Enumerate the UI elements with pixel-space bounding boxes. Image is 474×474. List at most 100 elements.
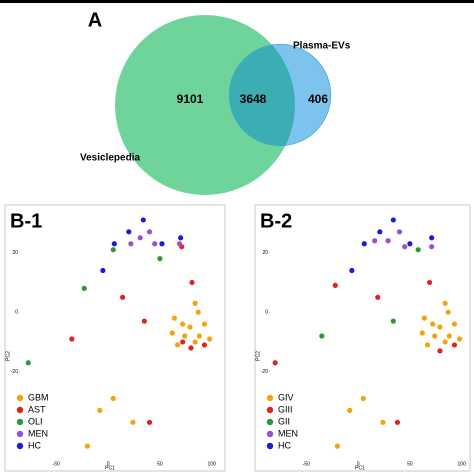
panel-label: B-1 xyxy=(10,210,42,232)
legend-swatch xyxy=(16,442,24,450)
legend-label: HC xyxy=(28,440,41,450)
x-tick-label: -50 xyxy=(303,461,310,467)
y-tick-label: 20 xyxy=(12,250,18,256)
data-point xyxy=(415,247,421,253)
data-point xyxy=(451,342,458,348)
data-point xyxy=(445,309,451,315)
legend-label: GIII xyxy=(278,404,293,414)
data-point xyxy=(110,395,116,402)
data-point xyxy=(402,244,408,250)
legend-swatch xyxy=(266,394,274,402)
data-point xyxy=(390,217,396,223)
data-point xyxy=(407,241,413,247)
data-point xyxy=(385,238,391,244)
data-point xyxy=(332,282,338,289)
data-point xyxy=(457,336,463,342)
data-point xyxy=(130,419,136,425)
panel-label: B-2 xyxy=(260,210,292,232)
data-point xyxy=(396,229,403,235)
data-point xyxy=(196,333,202,339)
data-point xyxy=(195,309,201,315)
data-point xyxy=(419,330,425,336)
set-label: Vesiclepedia xyxy=(80,153,140,164)
data-point xyxy=(159,241,165,247)
data-point xyxy=(360,395,366,402)
legend-swatch xyxy=(16,394,24,402)
data-point xyxy=(361,241,367,247)
data-point xyxy=(192,300,198,306)
data-point xyxy=(100,267,106,274)
legend-label: HC xyxy=(278,440,291,450)
legend-swatch xyxy=(266,418,274,426)
y-tick-label: 20 xyxy=(262,250,268,256)
legend-label: GIV xyxy=(278,392,294,402)
venn-value: 406 xyxy=(308,92,328,106)
data-point xyxy=(146,419,153,425)
panel-frame xyxy=(254,204,471,472)
data-point xyxy=(272,360,278,366)
x-tick-label: 0 xyxy=(357,461,360,467)
panel-frame xyxy=(4,204,226,472)
x-tick-label: -50 xyxy=(53,461,60,467)
data-point xyxy=(97,407,103,414)
legend-label: MEN xyxy=(28,428,48,438)
data-point xyxy=(421,315,428,321)
legend-swatch xyxy=(266,442,274,450)
data-point xyxy=(180,339,186,345)
data-point xyxy=(380,419,386,425)
legend-swatch xyxy=(16,430,24,438)
data-point xyxy=(140,217,146,223)
data-point xyxy=(69,336,75,342)
x-tick-label: 0 xyxy=(107,461,110,467)
data-point xyxy=(178,235,184,241)
data-point xyxy=(137,235,143,241)
data-point xyxy=(84,443,90,449)
data-point xyxy=(390,318,396,324)
data-point xyxy=(157,256,163,262)
data-point xyxy=(110,247,116,253)
data-point xyxy=(442,300,448,306)
data-point xyxy=(25,360,31,366)
data-point xyxy=(119,294,126,300)
legend-label: MEN xyxy=(278,428,298,438)
legend-label: OLI xyxy=(28,416,43,426)
data-point xyxy=(430,321,436,327)
data-point xyxy=(176,241,183,247)
data-point xyxy=(188,345,194,351)
data-point xyxy=(146,229,153,235)
data-point xyxy=(432,333,438,339)
data-point xyxy=(424,342,431,348)
set-label: Plasma-EVs xyxy=(293,41,351,52)
data-point xyxy=(126,229,132,235)
data-point xyxy=(189,279,195,286)
y-tick-label: 0 xyxy=(15,310,18,316)
venn-value: 9101 xyxy=(177,92,204,106)
data-point xyxy=(192,339,198,345)
data-point xyxy=(437,324,443,330)
legend-swatch xyxy=(16,406,24,414)
venn-value: 3648 xyxy=(240,92,267,106)
data-point xyxy=(375,294,381,300)
x-tick-label: 100 xyxy=(208,461,217,467)
legend-swatch xyxy=(266,430,274,438)
data-point xyxy=(319,333,325,339)
y-tick-label: -20 xyxy=(261,369,268,375)
x-tick-label: 100 xyxy=(458,461,467,467)
data-point xyxy=(171,315,178,321)
data-point xyxy=(152,241,158,247)
data-point xyxy=(182,333,188,339)
data-point xyxy=(334,443,340,449)
y-axis-label: PC2 xyxy=(255,351,261,361)
data-point xyxy=(111,241,117,247)
data-point xyxy=(437,348,443,354)
data-point xyxy=(187,324,193,330)
data-point xyxy=(141,318,147,324)
venn-overlap xyxy=(229,44,295,146)
x-axis-label: PC1 xyxy=(105,465,115,471)
data-point xyxy=(207,336,213,342)
data-point xyxy=(429,235,435,241)
data-point xyxy=(394,419,401,425)
data-point xyxy=(429,244,435,250)
data-point xyxy=(446,333,452,339)
